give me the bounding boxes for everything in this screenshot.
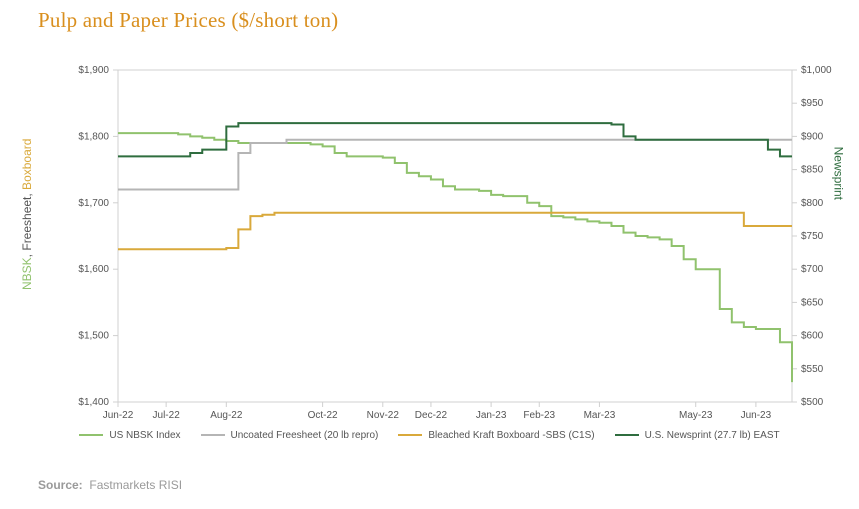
svg-text:$950: $950 xyxy=(801,98,824,109)
y-axis-left-label: NBSK, Freesheet, Boxboard xyxy=(20,139,34,290)
legend-swatch xyxy=(615,434,639,436)
legend-label: Uncoated Freesheet (20 lb repro) xyxy=(231,430,379,441)
legend-swatch xyxy=(398,434,422,436)
svg-text:$1,000: $1,000 xyxy=(801,65,832,76)
svg-text:$900: $900 xyxy=(801,131,824,142)
svg-text:Jul-22: Jul-22 xyxy=(153,410,181,421)
svg-text:Jun-23: Jun-23 xyxy=(741,410,772,421)
svg-text:$650: $650 xyxy=(801,297,824,308)
legend-swatch xyxy=(201,434,225,436)
source-value: Fastmarkets RISI xyxy=(89,478,182,492)
svg-text:$1,700: $1,700 xyxy=(78,198,109,209)
svg-text:$1,400: $1,400 xyxy=(78,397,109,408)
svg-text:$850: $850 xyxy=(801,165,824,176)
legend-item: Uncoated Freesheet (20 lb repro) xyxy=(201,430,379,441)
svg-text:$750: $750 xyxy=(801,231,824,242)
svg-text:Dec-22: Dec-22 xyxy=(415,410,448,421)
svg-text:Mar-23: Mar-23 xyxy=(584,410,616,421)
y-axis-right-label: Newsprint xyxy=(831,147,845,200)
svg-text:Jan-23: Jan-23 xyxy=(476,410,507,421)
legend-label: U.S. Newsprint (27.7 lb) EAST xyxy=(645,430,780,441)
chart-title: Pulp and Paper Prices ($/short ton) xyxy=(38,8,338,33)
source-citation: Source: Fastmarkets RISI xyxy=(38,478,182,492)
svg-text:$1,900: $1,900 xyxy=(78,65,109,76)
legend-item: Bleached Kraft Boxboard -SBS (C1S) xyxy=(398,430,594,441)
legend-item: U.S. Newsprint (27.7 lb) EAST xyxy=(615,430,780,441)
svg-text:$600: $600 xyxy=(801,331,824,342)
svg-text:Aug-22: Aug-22 xyxy=(210,410,243,421)
svg-text:$1,800: $1,800 xyxy=(78,131,109,142)
svg-text:$800: $800 xyxy=(801,198,824,209)
svg-text:Jun-22: Jun-22 xyxy=(103,410,134,421)
chart-area: $1,400 $1,500 $1,600 $1,700 $1,800 $1,900 $500… xyxy=(0,40,859,470)
legend-swatch xyxy=(79,434,103,436)
legend-label: US NBSK Index xyxy=(109,430,180,441)
legend-label: Bleached Kraft Boxboard -SBS (C1S) xyxy=(428,430,594,441)
svg-text:Feb-23: Feb-23 xyxy=(523,410,555,421)
svg-text:Oct-22: Oct-22 xyxy=(308,410,338,421)
svg-text:May-23: May-23 xyxy=(679,410,713,421)
svg-text:$500: $500 xyxy=(801,397,824,408)
svg-text:$700: $700 xyxy=(801,264,824,275)
svg-text:$1,600: $1,600 xyxy=(78,264,109,275)
svg-text:$550: $550 xyxy=(801,364,824,375)
chart-legend: US NBSK Index Uncoated Freesheet (20 lb r… xyxy=(0,428,859,441)
source-label: Source: xyxy=(38,478,83,492)
chart-svg: $1,400 $1,500 $1,600 $1,700 $1,800 $1,900 $500… xyxy=(0,40,859,470)
svg-text:Nov-22: Nov-22 xyxy=(367,410,400,421)
svg-text:$1,500: $1,500 xyxy=(78,331,109,342)
legend-item: US NBSK Index xyxy=(79,430,180,441)
